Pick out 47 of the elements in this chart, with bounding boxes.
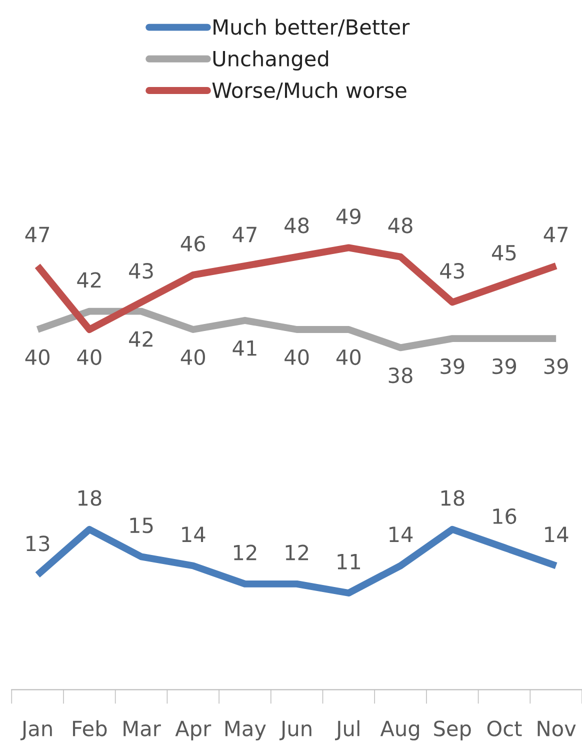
data-label: 13 <box>26 536 50 552</box>
legend-label: Much better/Better <box>214 18 410 37</box>
data-label: 38 <box>388 367 412 384</box>
x-tick-label: Jul <box>335 720 360 740</box>
data-label: 45 <box>492 245 516 261</box>
legend-label: Unchanged <box>213 50 328 71</box>
x-tick-label: Sep <box>434 720 471 740</box>
data-label: 14 <box>545 526 568 542</box>
x-tick-label: Feb <box>73 720 107 736</box>
x-tick-label: Apr <box>175 720 212 740</box>
data-label: 12 <box>234 544 256 560</box>
data-label: 39 <box>544 358 568 374</box>
data-label: 14 <box>182 526 206 542</box>
data-label: 40 <box>336 349 361 366</box>
legend-label: Worse/Much worse <box>212 82 406 100</box>
x-tick-label: Mar <box>124 720 161 736</box>
data-label: 40 <box>284 349 309 366</box>
data-label: 11 <box>338 554 360 570</box>
x-tick-label: Nov <box>538 720 576 736</box>
data-label: 41 <box>232 340 256 356</box>
x-tick-label: Aug <box>380 720 419 740</box>
data-label: 39 <box>440 358 464 374</box>
data-label: 18 <box>78 490 102 506</box>
data-label: 15 <box>130 518 153 534</box>
data-label: 42 <box>129 331 152 347</box>
data-label: 48 <box>284 218 309 234</box>
x-tick-label: Jan <box>20 720 52 740</box>
data-label: 18 <box>441 490 464 506</box>
data-label: 42 <box>77 272 101 288</box>
data-label: 14 <box>390 526 413 542</box>
data-label: 47 <box>232 226 256 242</box>
data-label: 46 <box>180 236 206 252</box>
data-label: 47 <box>25 226 50 242</box>
data-label: 40 <box>25 349 50 366</box>
data-label: 43 <box>440 262 464 279</box>
x-tick-label: Jun <box>279 720 312 740</box>
data-label: 49 <box>336 208 360 224</box>
data-label: 43 <box>129 262 153 279</box>
data-label: 47 <box>544 226 568 242</box>
data-label: 48 <box>388 218 412 234</box>
data-label: 16 <box>493 508 516 524</box>
data-label: 40 <box>180 349 205 366</box>
data-label: 40 <box>77 349 102 366</box>
x-tick-label: Oct <box>487 720 522 736</box>
data-label: 39 <box>492 358 516 374</box>
data-label: 12 <box>286 544 308 560</box>
x-tick-label: May <box>225 720 266 740</box>
